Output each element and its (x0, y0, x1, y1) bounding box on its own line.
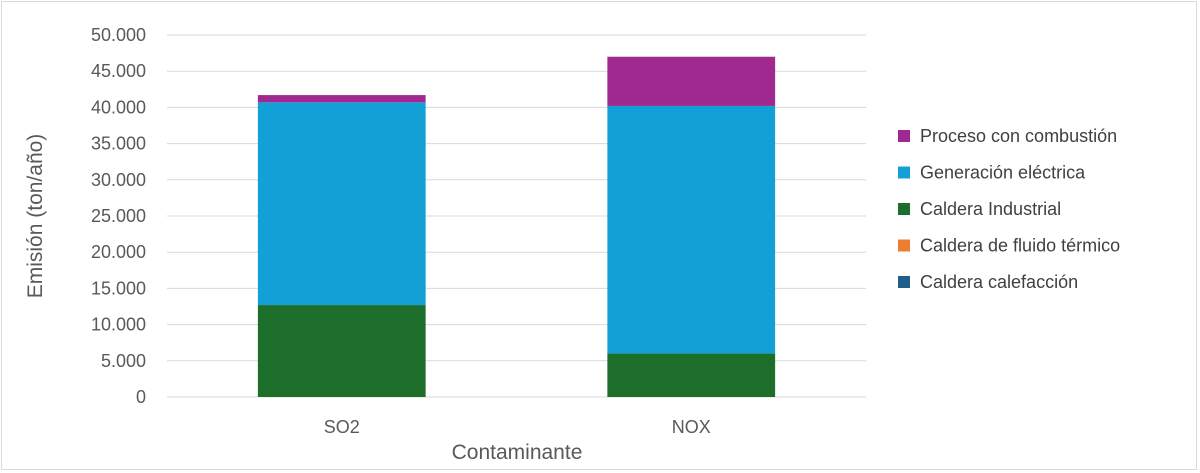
x-tick-labels: SO2 NOX (324, 417, 711, 437)
legend-swatch (898, 239, 910, 252)
legend-label: Proceso con combustión (920, 126, 1117, 146)
bars (257, 56, 776, 397)
bar-segment-so2-3 (257, 102, 426, 306)
bar-segment-nox-4 (607, 56, 776, 106)
y-axis-title: Emisión (ton/año) (24, 134, 47, 299)
legend-swatch (898, 203, 910, 215)
y-tick-label: 5.000 (101, 351, 146, 371)
bar-segment-nox-2 (607, 353, 776, 397)
y-tick-label: 15.000 (91, 278, 146, 298)
bar-segment-nox-3 (607, 105, 776, 354)
legend-label: Caldera de fluido térmico (920, 236, 1120, 256)
bar-segment-so2-4 (257, 95, 426, 103)
legend-label: Caldera Industrial (920, 199, 1061, 219)
y-tick-label: 20.000 (91, 242, 146, 262)
legend-swatch (898, 276, 910, 288)
y-tick-label: 35.000 (91, 134, 146, 154)
y-tick-label: 0 (136, 387, 146, 407)
legend-swatch (898, 166, 910, 179)
y-tick-label: 45.000 (91, 61, 146, 81)
legend: Proceso con combustión Generación eléctri… (898, 126, 1120, 292)
y-tick-label: 30.000 (91, 170, 146, 190)
x-tick-label: NOX (672, 417, 711, 437)
legend-label: Generación eléctrica (920, 163, 1086, 183)
legend-label: Caldera calefacción (920, 272, 1078, 292)
y-tick-labels: 0 5.000 10.000 15.000 20.000 25.000 30.000 35.0… (91, 25, 146, 407)
y-tick-label: 40.000 (91, 97, 146, 117)
y-tick-label: 10.000 (91, 315, 146, 335)
y-tick-label: 50.000 (91, 25, 146, 45)
legend-swatch (898, 130, 910, 142)
y-tick-label: 25.000 (91, 206, 146, 226)
x-tick-label: SO2 (324, 417, 360, 437)
bar-segment-so2-2 (257, 305, 426, 397)
x-axis-title: Contaminante (452, 441, 583, 464)
